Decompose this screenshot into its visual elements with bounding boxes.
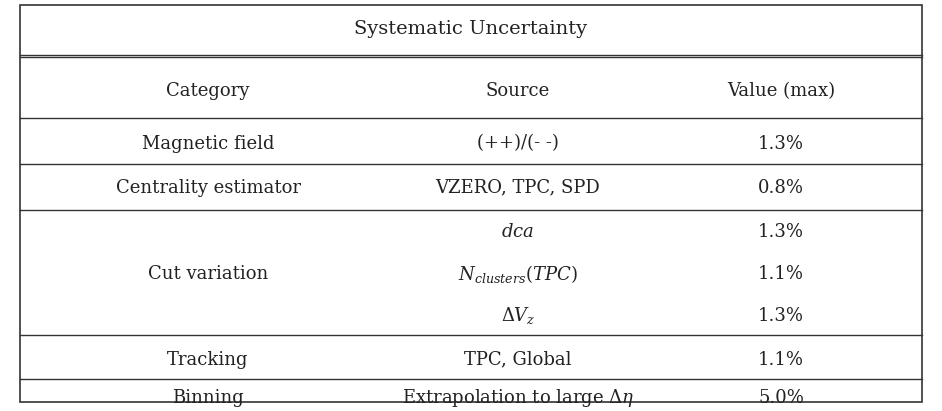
Text: $dca$: $dca$ (501, 223, 534, 240)
Text: $\Delta V_z$: $\Delta V_z$ (500, 305, 535, 326)
Text: Value (max): Value (max) (727, 83, 835, 100)
Text: 0.8%: 0.8% (758, 178, 804, 196)
Text: Extrapolation to large $\Delta\eta$: Extrapolation to large $\Delta\eta$ (402, 387, 634, 409)
Text: Source: Source (486, 83, 550, 100)
Text: Centrality estimator: Centrality estimator (116, 178, 300, 196)
Text: Magnetic field: Magnetic field (141, 134, 274, 152)
Text: VZERO, TPC, SPD: VZERO, TPC, SPD (435, 178, 600, 196)
Text: Category: Category (167, 83, 250, 100)
Text: 1.1%: 1.1% (758, 265, 804, 283)
Text: Systematic Uncertainty: Systematic Uncertainty (354, 21, 588, 38)
Text: TPC, Global: TPC, Global (464, 351, 572, 369)
Text: 1.3%: 1.3% (758, 223, 804, 240)
Text: (++)/(- -): (++)/(- -) (477, 134, 559, 152)
Text: 1.3%: 1.3% (758, 307, 804, 325)
Text: Tracking: Tracking (168, 351, 249, 369)
Text: Binning: Binning (172, 389, 244, 407)
Text: 5.0%: 5.0% (758, 389, 804, 407)
Text: 1.1%: 1.1% (758, 351, 804, 369)
Text: 1.3%: 1.3% (758, 134, 804, 152)
Text: $N_{clusters}(TPC)$: $N_{clusters}(TPC)$ (458, 263, 577, 285)
Text: Cut variation: Cut variation (148, 265, 268, 283)
